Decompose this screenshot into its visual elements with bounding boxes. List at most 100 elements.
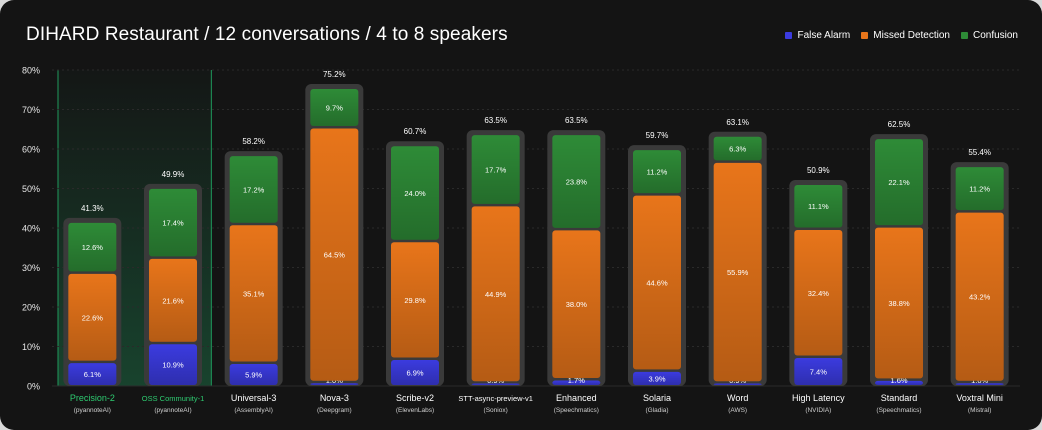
x-provider-label: (pyannoteAI) <box>74 407 111 414</box>
confusion-segment-shade <box>68 222 117 272</box>
x-provider-label: (ElevenLabs) <box>396 407 434 414</box>
confusion-swatch <box>960 32 968 39</box>
false-alarm-value-label: 6.1% <box>84 370 101 379</box>
total-label: 75.2% <box>323 70 346 79</box>
x-provider-label: (AWS) <box>728 407 747 414</box>
confusion-segment-shade <box>149 188 197 257</box>
missed-detection-segment-shade <box>229 225 278 362</box>
y-tick-label: 0% <box>27 382 40 392</box>
confusion-segment-shade <box>471 135 520 204</box>
missed-detection-value-label: 38.0% <box>566 300 588 309</box>
total-label: 59.7% <box>646 131 669 140</box>
confusion-value-label: 11.1% <box>808 202 829 211</box>
confusion-segment-shade <box>955 167 1004 211</box>
x-provider-label: (Mistral) <box>968 407 991 414</box>
bar-group: 5.9% 35.1% 17.2% 58.2% Universal-3 (AssemblyA… <box>224 137 283 414</box>
missed-detection-value-label: 22.6% <box>82 313 104 322</box>
false-alarm-segment-shade <box>471 383 520 385</box>
x-category-label: High Latency <box>792 393 845 403</box>
total-label: 55.4% <box>968 148 991 157</box>
false-alarm-segment-shade <box>229 363 278 385</box>
missed-detection-segment-shade <box>633 195 681 370</box>
bar-group: 3.9% 44.6% 11.2% 59.7% Solaria (Gladia) <box>628 131 686 414</box>
missed-detection-value-label: 43.2% <box>969 293 991 302</box>
false-alarm-value-label: 6.9% <box>406 368 423 377</box>
bar-group: 7.4% 32.4% 11.1% 50.9% High Latency (NVIDIA) <box>789 166 848 414</box>
legend-label-false-alarm: False Alarm <box>797 30 851 41</box>
confusion-value-label: 9.7% <box>326 103 343 112</box>
confusion-segment-shade <box>310 88 359 127</box>
missed-detection-segment-shade <box>149 258 197 342</box>
bar-group: 1.0%64.5%9.7%75.2%Nova-3(Deepgram) <box>305 70 364 414</box>
legend-label-missed-detection: Missed Detection <box>873 30 950 41</box>
missed-detection-value-label: 32.4% <box>808 289 830 298</box>
confusion-segment-shade <box>552 135 601 228</box>
confusion-value-label: 11.2% <box>969 185 990 194</box>
x-category-label: Precision-2 <box>70 393 115 403</box>
false-alarm-segment-shade <box>391 359 439 385</box>
missed-detection-segment-shade <box>794 230 843 356</box>
y-tick-label: 40% <box>22 224 40 234</box>
y-tick-label: 50% <box>22 184 40 194</box>
missed-detection-segment-shade <box>471 206 520 382</box>
total-label: 58.2% <box>242 137 265 146</box>
total-label: 63.5% <box>484 116 507 125</box>
confusion-segment-shade <box>229 156 278 223</box>
bar-group: 0.9%55.9%6.3%63.1%Word(AWS) <box>708 118 767 414</box>
missed-detection-segment-shade <box>68 273 117 361</box>
missed-detection-swatch <box>861 32 869 39</box>
total-label: 49.9% <box>162 170 185 179</box>
y-tick-label: 70% <box>22 105 40 115</box>
total-label: 41.3% <box>81 204 104 213</box>
false-alarm-value-label: 1.6% <box>890 376 907 385</box>
y-tick-label: 30% <box>22 263 40 273</box>
false-alarm-segment-shade <box>794 358 843 385</box>
legend-item-confusion: Confusion <box>960 30 1018 41</box>
total-label: 63.5% <box>565 116 588 125</box>
x-provider-label: (Gladia) <box>645 407 668 414</box>
y-tick-label: 60% <box>22 145 40 155</box>
total-label: 60.7% <box>404 127 427 136</box>
missed-detection-segment-shade <box>713 162 762 382</box>
x-provider-label: (pyannoteAI) <box>154 407 191 414</box>
missed-detection-value-label: 44.9% <box>485 290 507 299</box>
missed-detection-value-label: 55.9% <box>727 268 749 277</box>
confusion-value-label: 17.4% <box>162 219 184 228</box>
false-alarm-value-label: 1.7% <box>568 376 585 385</box>
confusion-segment-shade <box>875 139 923 226</box>
y-tick-label: 80% <box>22 66 40 76</box>
bar-group: 6.1% 22.6% 12.6% 41.3% Precision-2 (pyannoteA… <box>63 204 122 414</box>
confusion-segment-shade <box>713 136 762 161</box>
bar-group: 1.0%43.2%11.2%55.4%Voxtral Mini(Mistral) <box>950 148 1009 414</box>
x-category-label: OSS Community-1 <box>142 394 205 403</box>
bar-group: 0.9%44.9%17.7%63.5%STT-async-preview-v1(… <box>458 116 533 414</box>
x-category-label: Solaria <box>643 393 671 403</box>
false-alarm-swatch <box>785 32 793 39</box>
false-alarm-segment-shade <box>68 363 117 385</box>
x-category-label: Scribe-v2 <box>396 393 434 403</box>
x-category-label: Standard <box>881 393 918 403</box>
x-provider-label: (Speechmatics) <box>876 407 921 414</box>
chart-title: DIHARD Restaurant / 12 conversations / 4… <box>26 24 508 45</box>
y-tick-label: 20% <box>22 303 40 313</box>
false-alarm-value-label: 7.4% <box>810 368 827 377</box>
false-alarm-value-label: 5.9% <box>245 370 262 379</box>
total-label: 62.5% <box>888 120 911 129</box>
x-category-label: Nova-3 <box>320 393 349 403</box>
confusion-value-label: 11.2% <box>647 168 668 177</box>
missed-detection-value-label: 21.6% <box>162 296 184 305</box>
false-alarm-value-label: 10.9% <box>162 361 184 370</box>
confusion-value-label: 17.2% <box>243 185 265 194</box>
confusion-value-label: 12.6% <box>82 243 104 252</box>
x-category-label: Universal-3 <box>231 393 277 403</box>
x-category-label: Enhanced <box>556 393 597 403</box>
false-alarm-segment-shade <box>310 383 359 385</box>
confusion-value-label: 17.7% <box>485 166 507 175</box>
missed-detection-segment-shade <box>310 128 359 381</box>
x-provider-label: (Speechmatics) <box>554 407 599 414</box>
legend: False Alarm Missed Detection Confusion <box>785 30 1018 41</box>
x-category-label: Voxtral Mini <box>956 393 1003 403</box>
missed-detection-value-label: 38.8% <box>888 299 910 308</box>
